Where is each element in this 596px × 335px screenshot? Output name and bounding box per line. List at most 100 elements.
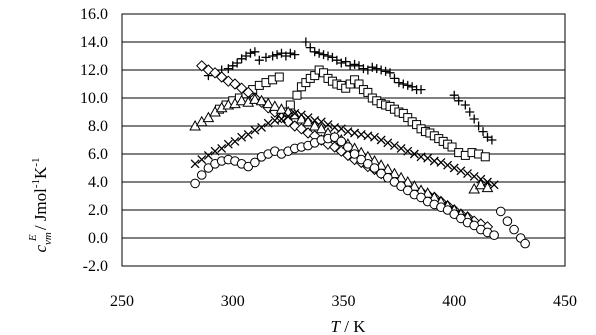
x-tick-label: 250: [110, 293, 134, 310]
data-point-cross: [436, 157, 446, 167]
data-point-cross: [356, 129, 366, 139]
y-tick-label: 10.0: [80, 90, 108, 107]
data-point-plus: [268, 51, 278, 61]
data-point-cross: [350, 128, 360, 138]
data-point-diamond: [235, 82, 248, 94]
data-point-cross: [336, 124, 346, 134]
data-point-plus: [323, 51, 333, 61]
data-point-circle: [349, 149, 360, 159]
y-axis-tick-labels: -2.0 0.0 2.0 4.0 6.0 8.0 10.0 12.0 14.0 16.0: [80, 6, 108, 275]
data-point-plus: [398, 79, 408, 89]
data-point-plus: [478, 127, 488, 137]
data-point-cross: [230, 136, 240, 146]
data-point-circle: [383, 173, 393, 183]
y-tick-label: 16.0: [80, 6, 108, 23]
data-point-cross: [370, 132, 379, 142]
y-tick-label: 2.0: [88, 202, 108, 219]
data-point-plus: [341, 57, 351, 67]
data-point-cross: [416, 152, 426, 162]
data-point-triangle: [202, 111, 215, 123]
data-point-cross: [303, 113, 313, 123]
data-point-plus: [350, 59, 360, 69]
data-point-circle: [336, 136, 347, 147]
data-point-plus: [245, 48, 255, 58]
data-point-cross: [243, 129, 253, 139]
data-point-plus: [376, 65, 386, 75]
data-point-square: [285, 100, 295, 110]
data-point-plus: [469, 114, 479, 124]
x-tick-label: 300: [221, 293, 245, 310]
data-point-circle: [402, 185, 413, 196]
data-point-plus: [250, 47, 260, 57]
data-point-cross: [296, 110, 306, 120]
data-point-plus: [385, 68, 395, 78]
data-point-circle: [509, 224, 519, 235]
x-tick-label: 350: [332, 293, 356, 310]
data-point-square: [292, 90, 302, 100]
data-point-plus: [381, 66, 391, 76]
data-point-cross: [476, 174, 486, 184]
data-point-plus: [314, 48, 324, 58]
data-point-circle: [203, 163, 214, 173]
data-point-plus: [254, 55, 264, 65]
y-tick-label: 14.0: [80, 34, 108, 51]
data-point-triangle: [481, 181, 494, 193]
data-point-plus: [367, 62, 377, 72]
y-tick-label: 0.0: [88, 230, 108, 247]
data-point-plus: [345, 61, 355, 71]
data-point-circle: [456, 213, 466, 224]
x-axis-tick-labels: 250 300 350 400 450: [110, 293, 577, 310]
data-point-plus: [403, 80, 413, 90]
data-point-plus: [465, 107, 475, 117]
data-point-plus: [301, 37, 311, 47]
data-point-triangle: [262, 97, 275, 109]
data-point-plus: [272, 50, 282, 60]
data-point-circle: [250, 157, 260, 168]
data-point-plus: [372, 64, 382, 74]
data-point-circle: [469, 220, 479, 231]
data-point-circle: [196, 170, 207, 180]
data-point-plus: [261, 52, 271, 62]
data-point-plus: [416, 85, 426, 95]
data-point-triangle: [295, 112, 308, 124]
data-point-plus: [305, 43, 315, 53]
data-point-plus: [389, 73, 399, 83]
data-point-plus: [474, 121, 484, 131]
data-point-plus: [290, 50, 300, 60]
data-point-square: [447, 142, 457, 152]
data-point-cross: [469, 171, 479, 181]
data-point-diamond: [209, 67, 221, 79]
data-point-triangle: [235, 94, 248, 106]
data-point-cross: [203, 150, 213, 160]
data-point-circle: [243, 161, 254, 172]
data-point-cross: [383, 138, 393, 148]
data-point-diamond: [196, 60, 208, 72]
data-point-plus: [310, 47, 320, 57]
data-point-cross: [483, 177, 492, 187]
data-point-diamond: [229, 78, 241, 90]
data-point-cross: [449, 163, 459, 173]
data-point-cross: [283, 111, 293, 121]
y-tick-label: 6.0: [88, 146, 108, 163]
data-point-cross: [343, 127, 353, 137]
data-point-square: [480, 152, 490, 162]
data-point-square: [274, 72, 284, 82]
data-point-plus: [487, 135, 497, 145]
data-point-cross: [237, 132, 247, 142]
data-point-cross: [250, 125, 260, 135]
data-point-triangle: [268, 100, 281, 111]
data-point-cross: [363, 131, 373, 141]
data-point-triangle: [302, 115, 314, 127]
data-point-circle: [489, 230, 499, 240]
data-point-plus: [232, 58, 242, 68]
data-point-plus: [460, 100, 470, 110]
data-point-cross: [217, 143, 227, 153]
data-point-cross: [429, 156, 439, 166]
data-point-circle: [442, 205, 453, 215]
data-point-circle: [343, 142, 353, 152]
data-point-cross: [210, 146, 220, 156]
data-point-circle: [389, 177, 400, 187]
data-point-cross: [290, 108, 300, 118]
data-point-circle: [396, 181, 406, 191]
